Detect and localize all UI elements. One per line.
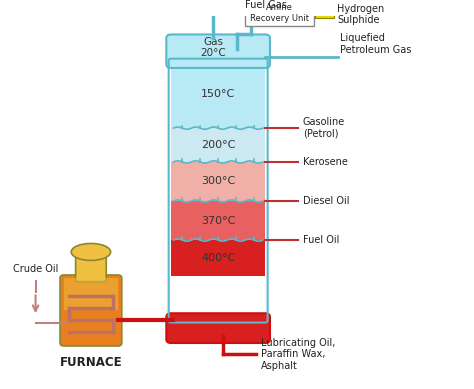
FancyBboxPatch shape	[166, 35, 270, 68]
Text: Lubricating Oil,
Paraffin Wax,
Asphalt: Lubricating Oil, Paraffin Wax, Asphalt	[261, 338, 335, 371]
FancyBboxPatch shape	[76, 250, 106, 282]
Text: Fuel Oil: Fuel Oil	[303, 235, 339, 245]
Text: Hydrogen
Sulphide: Hydrogen Sulphide	[337, 4, 384, 25]
Text: Diesel Oil: Diesel Oil	[303, 196, 349, 206]
Text: FURNACE: FURNACE	[60, 356, 122, 369]
Text: Gas
20°C: Gas 20°C	[201, 37, 226, 58]
Text: 370°C: 370°C	[201, 216, 235, 226]
Text: Kerosene: Kerosene	[303, 157, 348, 167]
Bar	[171, 60, 265, 128]
Bar	[171, 240, 265, 277]
Text: Liquefied
Petroleum Gas: Liquefied Petroleum Gas	[340, 33, 411, 55]
Text: Amine
Recovery Unit: Amine Recovery Unit	[250, 4, 309, 23]
Text: Gasoline
(Petrol): Gasoline (Petrol)	[303, 117, 345, 139]
FancyBboxPatch shape	[245, 0, 314, 26]
Text: Fuel Gas: Fuel Gas	[245, 0, 287, 10]
Text: 200°C: 200°C	[201, 140, 235, 150]
Text: 400°C: 400°C	[201, 253, 235, 263]
Bar	[171, 201, 265, 240]
Text: 150°C: 150°C	[201, 89, 235, 99]
FancyBboxPatch shape	[64, 278, 118, 310]
Text: 300°C: 300°C	[201, 177, 235, 186]
Text: Crude Oil: Crude Oil	[13, 264, 58, 274]
Bar	[171, 162, 265, 201]
FancyBboxPatch shape	[60, 275, 122, 346]
Ellipse shape	[71, 244, 110, 260]
Bar	[171, 128, 265, 162]
FancyBboxPatch shape	[166, 313, 270, 343]
Bar	[315, 10, 334, 18]
